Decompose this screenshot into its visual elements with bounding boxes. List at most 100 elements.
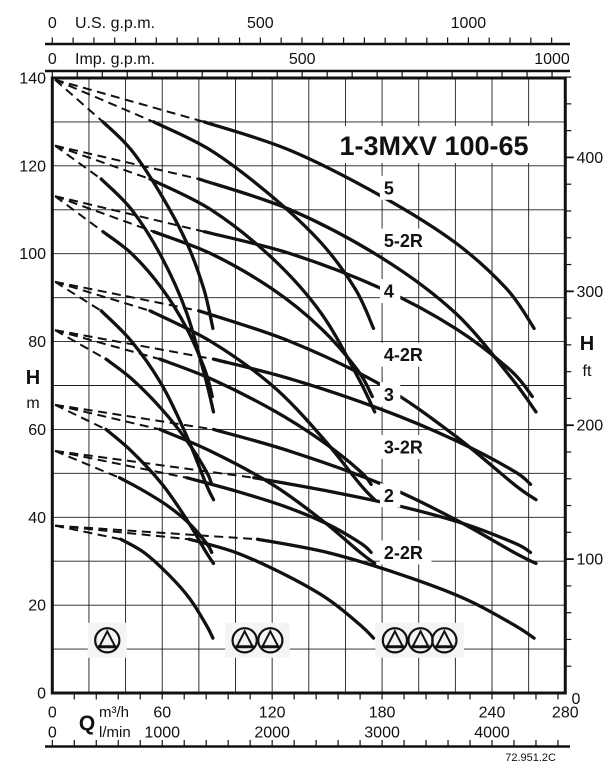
chart-title: 1-3MXV 100-65	[339, 131, 528, 161]
flow-axis-unit-lmin: l/min	[99, 724, 131, 741]
curve-5-1pump-lowflow-dashed	[54, 79, 104, 123]
imp-gpm-tick-label: 500	[289, 51, 316, 68]
curve-3-2R-3pump-lowflow-dashed	[54, 403, 214, 431]
us-gpm-tick-label: 500	[247, 15, 274, 32]
flow-m3h-tick-label: 280	[552, 705, 579, 722]
curve-2-2R-1pump	[119, 537, 215, 640]
curve-4-1pump-lowflow-dashed	[54, 195, 104, 233]
head-ft-tick-label: 100	[577, 552, 604, 569]
curve-3-2R-3pump	[211, 427, 538, 566]
us-gpm-tick-label: 1000	[451, 15, 487, 32]
curve-4-3pump-lowflow-dashed	[54, 195, 205, 233]
curve-3-2R-1pump	[104, 427, 216, 566]
us-gpm-tick-label: 0	[48, 15, 57, 32]
curve-3-2pump-lowflow-dashed	[54, 329, 161, 361]
pump-icon-circle	[257, 627, 284, 654]
curve-label-bg-4-2R	[379, 342, 432, 367]
head-ft-tick-label: 0	[572, 691, 581, 708]
curve-label-4-2R: 4-2R	[384, 345, 423, 365]
head-axis-unit-m: m	[26, 395, 39, 412]
flow-lmin-tick-label: 0	[48, 725, 57, 742]
curve-5-2R-1pump	[99, 177, 216, 414]
curve-label-3-2R: 3-2R	[384, 437, 423, 457]
pump-count-3-marker	[375, 622, 464, 658]
curve-2-2pump	[185, 476, 373, 555]
head-m-tick-label: 100	[19, 246, 46, 263]
curve-2-3pump-lowflow-dashed	[54, 449, 254, 479]
pump-icon	[431, 627, 458, 654]
curve-2-2pump-lowflow-dashed	[54, 449, 187, 479]
flow-axis-symbol: Q	[79, 712, 95, 735]
flow-lmin-tick-label: 4000	[474, 725, 510, 742]
pump-icon	[257, 627, 284, 654]
pump-icon	[381, 627, 409, 654]
imp-gpm-axis-name: Imp. g.p.m.	[75, 51, 155, 68]
curve-label-bg-2	[379, 483, 401, 508]
head-m-tick-label: 0	[37, 686, 46, 703]
curve-label-bg-2-2R	[379, 540, 432, 565]
curve-2-2R-1pump-lowflow-dashed	[54, 524, 121, 541]
head-ft-tick-label: 300	[577, 284, 604, 301]
head-ft-tick-label: 400	[577, 150, 604, 167]
curve-label-2-2R: 2-2R	[384, 543, 423, 563]
curve-4-2R-1pump	[99, 309, 216, 502]
curve-2-2R-3pump	[255, 537, 536, 640]
curve-2-2R-2pump	[187, 537, 376, 640]
curve-label-bg-4	[379, 279, 401, 304]
curve-3-1pump	[104, 357, 214, 486]
head-m-tick-label: 140	[19, 70, 46, 87]
curve-label-2: 2	[384, 486, 394, 506]
curve-label-5-2R: 5-2R	[384, 231, 423, 251]
curve-3-2R-2pump-lowflow-dashed	[54, 403, 161, 431]
curve-5-2R-2pump	[148, 177, 377, 414]
pump-icon-circle	[431, 627, 458, 654]
head-axis-symbol-left: H	[26, 367, 40, 389]
curve-label-4: 4	[384, 282, 394, 302]
us-gpm-axis-name: U.S. g.p.m.	[75, 15, 155, 32]
plot-border	[50, 76, 567, 695]
curve-5-2R-2pump-lowflow-dashed	[54, 144, 151, 180]
labels-layer: 5 5-2R 4 4-2R 3 3-2R 2 2-2R	[87, 175, 464, 658]
curve-4-1pump	[101, 230, 214, 399]
pump-icon-circle	[94, 627, 121, 654]
curve-5-2pump	[152, 120, 376, 331]
pump-icon	[94, 627, 121, 654]
static-text-layer: U.S. g.p.m. Imp. g.p.m. 1-3MXV 100-65 H …	[26, 15, 594, 764]
flow-axis-unit-m3h: m³/h	[99, 704, 129, 721]
flow-m3h-tick-label: 180	[369, 705, 396, 722]
curve-4-2R-2pump-lowflow-dashed	[54, 280, 151, 312]
curve-5-3pump	[202, 120, 536, 331]
head-axis-symbol-right: H	[580, 333, 594, 355]
pump-count-2-marker	[225, 622, 290, 658]
pump-icon	[407, 627, 434, 654]
flow-m3h-tick-label: 60	[153, 705, 171, 722]
curve-label-bg-5-2R	[379, 228, 432, 253]
imp-gpm-tick-label: 0	[48, 51, 57, 68]
curve-4-2R-3pump	[197, 309, 538, 502]
curve-3-3pump	[211, 357, 533, 486]
pump-count-1-marker	[87, 622, 127, 658]
drawing-code: 72.951.2C	[505, 752, 556, 764]
curves-layer	[54, 78, 538, 640]
head-ft-tick-label: 200	[577, 418, 604, 435]
curve-5-2R-3pump-lowflow-dashed	[54, 144, 200, 181]
flow-m3h-tick-label: 120	[259, 705, 286, 722]
curve-3-3pump-lowflow-dashed	[54, 329, 214, 361]
pump-icon-circle	[381, 627, 409, 654]
flow-lmin-tick-label: 1000	[144, 725, 180, 742]
curve-label-3: 3	[384, 385, 394, 405]
curve-5-2R-1pump-lowflow-dashed	[54, 144, 102, 180]
curve-5-2R-3pump	[197, 177, 538, 414]
curve-3-2pump	[158, 357, 373, 486]
curve-label-bg-5	[379, 175, 401, 200]
flow-lmin-tick-label: 2000	[254, 725, 290, 742]
pump-icon	[231, 627, 258, 654]
curve-label-5: 5	[384, 178, 394, 198]
head-m-tick-label: 60	[28, 422, 46, 439]
grid-layer	[52, 77, 566, 693]
curve-label-bg-3-2R	[379, 434, 432, 459]
curve-3-2R-1pump-lowflow-dashed	[54, 403, 107, 431]
